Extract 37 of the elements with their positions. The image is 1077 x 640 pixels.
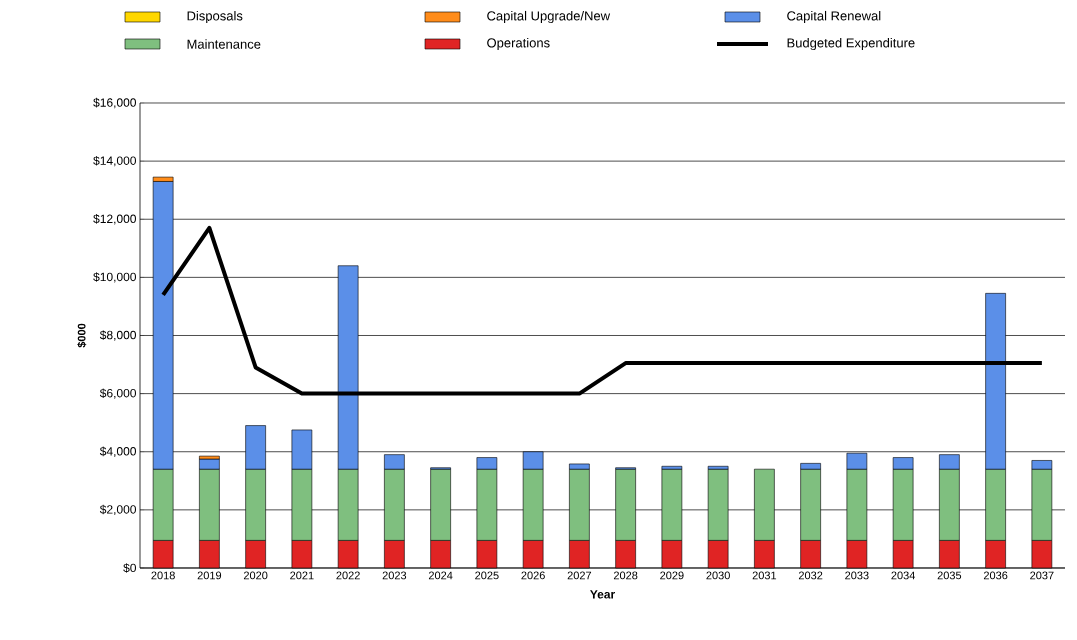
x-tick-label: 2029: [660, 571, 684, 580]
legend-label: Operations: [487, 37, 550, 51]
legend-label: Disposals: [187, 10, 243, 24]
legend-label: Maintenance: [187, 39, 261, 49]
x-tick-label: 2023: [382, 571, 407, 580]
y-tick-label: $6,000: [99, 388, 137, 399]
x-tick-label: 2020: [243, 571, 268, 580]
x-axis-title: Year: [590, 590, 615, 599]
y-axis-title: $000: [77, 323, 87, 348]
y-tick-label: $2,000: [99, 504, 137, 516]
x-tick-label: 2037: [1030, 571, 1054, 580]
y-tick-label: $10,000: [93, 272, 137, 283]
x-tick-label: 2031: [752, 571, 777, 580]
y-tick-label: $8,000: [99, 330, 137, 341]
x-tick-label: 2018: [151, 571, 175, 580]
y-tick-label: $16,000: [93, 97, 137, 109]
x-tick-label: 2025: [475, 571, 499, 580]
legend-label: Capital Renewal: [787, 10, 881, 24]
y-tick-label: $4,000: [99, 446, 137, 457]
x-tick-label: 2036: [983, 571, 1008, 580]
y-tick-label: $0: [123, 563, 137, 573]
y-tick-label: $14,000: [93, 155, 137, 167]
x-tick-label: 2021: [290, 571, 314, 580]
x-tick-label: 2019: [197, 571, 222, 580]
x-tick-label: 2024: [428, 571, 453, 580]
x-tick-label: 2030: [706, 571, 730, 580]
x-tick-label: 2034: [891, 571, 916, 580]
legend-label: Capital Upgrade/New: [487, 10, 611, 24]
x-tick-label: 2033: [845, 571, 869, 580]
x-tick-label: 2022: [336, 571, 360, 580]
x-tick-label: 2028: [613, 571, 638, 580]
x-tick-label: 2035: [937, 571, 962, 580]
x-tick-label: 2027: [567, 571, 592, 580]
legend-label: Budgeted Expenditure: [787, 37, 915, 51]
x-tick-label: 2032: [798, 571, 823, 580]
y-tick-label: $12,000: [93, 214, 137, 225]
x-tick-label: 2026: [521, 571, 545, 580]
